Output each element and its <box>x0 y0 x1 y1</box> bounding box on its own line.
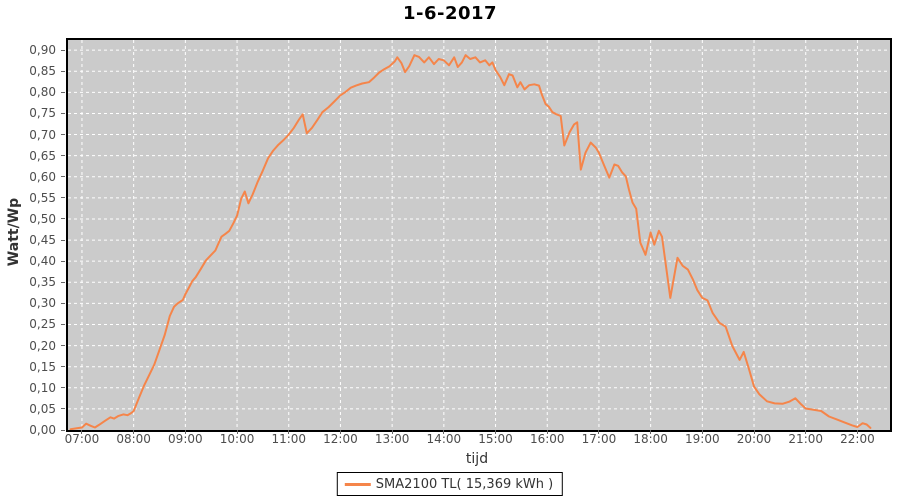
y-tick-label: 0,05 <box>29 401 56 416</box>
y-tick-mark <box>61 429 65 431</box>
y-tick-mark <box>61 134 65 136</box>
series-line <box>69 54 872 430</box>
y-tick-mark <box>61 281 65 283</box>
y-tick-label: 0,90 <box>29 43 56 58</box>
x-tick-mark <box>184 430 186 434</box>
x-axis-title: tijd <box>465 451 489 467</box>
y-tick-label: 0,75 <box>29 106 56 121</box>
x-tick-label: 18:00 <box>633 432 668 446</box>
y-tick-mark <box>61 176 65 178</box>
x-tick-mark <box>805 430 807 434</box>
y-tick-mark <box>61 91 65 93</box>
y-tick-mark <box>61 302 65 304</box>
y-tick-label: 0,30 <box>29 296 56 311</box>
y-tick-label: 0,85 <box>29 64 56 79</box>
x-tick-mark <box>236 430 238 434</box>
y-tick-label: 0,50 <box>29 211 56 226</box>
x-tick-label: 09:00 <box>168 432 203 446</box>
x-tick-mark <box>443 430 445 434</box>
x-tick-mark <box>598 430 600 434</box>
x-tick-label: 14:00 <box>426 432 462 446</box>
x-tick-mark <box>288 430 290 434</box>
x-tick-label: 11:00 <box>271 432 307 446</box>
series-line-swatch <box>344 482 371 486</box>
y-tick-mark <box>61 260 65 262</box>
x-tick-label: 22:00 <box>840 432 875 446</box>
x-tick-mark <box>701 430 703 434</box>
x-tick-mark <box>339 430 341 434</box>
y-tick-mark <box>61 218 65 220</box>
y-tick-mark <box>61 387 65 389</box>
x-tick-mark <box>81 430 83 434</box>
x-tick-mark <box>546 430 548 434</box>
legend-series-label: SMA2100 TL( 15,369 kWh ) <box>375 476 554 492</box>
y-tick-mark <box>61 239 65 241</box>
x-tick-label: 15:00 <box>478 432 513 446</box>
y-tick-label: 0,15 <box>29 359 56 374</box>
y-tick-mark <box>61 345 65 347</box>
x-tick-label: 07:00 <box>64 432 100 446</box>
y-tick-label: 0,80 <box>29 85 56 100</box>
x-tick-label: 10:00 <box>219 432 255 446</box>
y-tick-label: 0,20 <box>29 338 56 353</box>
y-tick-label: 0,55 <box>29 190 56 205</box>
y-axis-title: Watt/Wp <box>6 197 22 267</box>
plot-canvas <box>68 40 890 430</box>
y-tick-mark <box>61 70 65 72</box>
y-tick-label: 0,65 <box>29 148 56 163</box>
y-tick-mark <box>61 112 65 114</box>
x-tick-label: 08:00 <box>116 432 151 446</box>
plot-area <box>66 38 892 432</box>
x-tick-label: 20:00 <box>736 432 772 446</box>
x-tick-mark <box>856 430 858 434</box>
legend: SMA2100 TL( 15,369 kWh ) <box>336 472 564 496</box>
y-tick-label: 0,35 <box>29 275 56 290</box>
x-tick-label: 16:00 <box>529 432 565 446</box>
x-tick-mark <box>133 430 135 434</box>
y-tick-label: 0,70 <box>29 127 56 142</box>
x-tick-label: 19:00 <box>685 432 720 446</box>
y-tick-label: 0,60 <box>29 169 56 184</box>
x-tick-mark <box>650 430 652 434</box>
y-tick-label: 0,10 <box>29 380 56 395</box>
y-tick-mark <box>61 323 65 325</box>
y-tick-mark <box>61 366 65 368</box>
y-tick-mark <box>61 155 65 157</box>
y-tick-label: 0,45 <box>29 233 56 248</box>
chart-title: 1-6-2017 <box>402 3 498 24</box>
y-tick-mark <box>61 49 65 51</box>
x-tick-label: 17:00 <box>581 432 617 446</box>
x-tick-mark <box>495 430 497 434</box>
x-tick-label: 21:00 <box>788 432 824 446</box>
y-tick-label: 0,40 <box>29 254 56 269</box>
x-tick-mark <box>753 430 755 434</box>
x-tick-mark <box>391 430 393 434</box>
y-tick-mark <box>61 408 65 410</box>
x-tick-label: 12:00 <box>323 432 358 446</box>
y-tick-label: 0,25 <box>29 317 56 332</box>
x-tick-label: 13:00 <box>374 432 410 446</box>
y-tick-mark <box>61 197 65 199</box>
y-tick-label: 0,00 <box>29 423 56 437</box>
